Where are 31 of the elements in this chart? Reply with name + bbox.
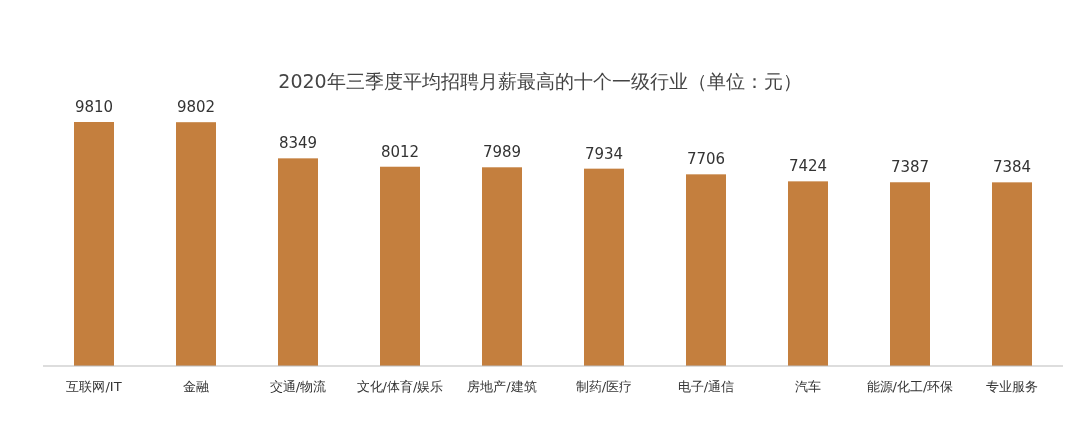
x-tick-label: 制药/医疗	[575, 379, 633, 394]
bar	[278, 158, 318, 366]
x-tick-label: 互联网/IT	[66, 379, 122, 394]
bar	[74, 122, 114, 366]
bar	[380, 166, 420, 366]
x-tick-label: 金融	[183, 379, 209, 394]
x-tick-label: 电子/通信	[677, 379, 735, 394]
bar	[788, 181, 828, 366]
bar	[584, 168, 624, 366]
data-label: 7424	[788, 157, 828, 176]
bar	[176, 122, 216, 366]
x-tick-label: 专业服务	[986, 379, 1038, 394]
bar	[992, 182, 1032, 366]
x-tick-label: 文化/体育/娱乐	[356, 379, 444, 394]
data-label: 7387	[890, 158, 930, 177]
x-tick-label: 交通/物流	[269, 379, 327, 394]
x-tick-label: 能源/化工/环保	[866, 379, 954, 394]
x-tick-label: 汽车	[795, 379, 821, 394]
data-label: 7934	[584, 144, 624, 163]
chart-title: 2020年三季度平均招聘月薪最高的十个一级行业（单位：元）	[278, 70, 802, 92]
bar	[686, 174, 726, 366]
x-tick-label: 房地产/建筑	[467, 379, 537, 394]
data-label: 9802	[176, 98, 216, 117]
data-label: 8349	[278, 134, 318, 153]
data-label: 7706	[686, 150, 726, 169]
data-label: 7384	[992, 158, 1032, 177]
data-label: 8012	[380, 142, 420, 161]
data-label: 9810	[74, 98, 114, 116]
data-label: 7989	[482, 143, 522, 162]
bar	[890, 182, 930, 366]
bar	[482, 167, 522, 366]
